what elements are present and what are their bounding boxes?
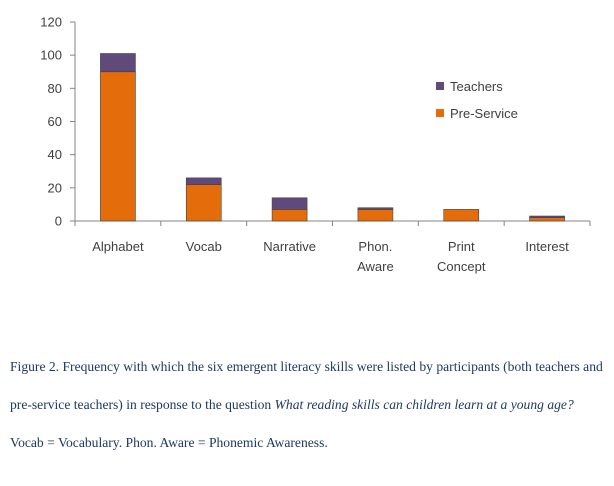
y-tick-label: 0 xyxy=(55,214,62,229)
bar-teachers xyxy=(271,197,308,210)
stacked-bar-chart: 0 20 40 60 80 100 120 Alphabet Vocab Narrative Pho… xyxy=(40,15,591,274)
bar-teachers xyxy=(185,177,222,185)
y-tick-label: 60 xyxy=(48,114,62,129)
bar-pre-service xyxy=(271,209,308,222)
x-category-label: Narrative xyxy=(263,239,316,254)
legend-swatch xyxy=(436,82,444,90)
y-tick-label: 40 xyxy=(48,147,62,162)
x-category-label: Print Concept xyxy=(437,239,486,274)
bar-teachers xyxy=(529,215,565,218)
legend-swatch xyxy=(436,109,444,117)
x-category-label: Alphabet xyxy=(92,239,144,254)
bar-teachers xyxy=(100,53,136,73)
bar-teachers xyxy=(357,207,394,210)
legend-label: Teachers xyxy=(450,79,503,94)
x-category-label: Vocab xyxy=(186,239,222,254)
caption-question: What reading skills can children learn a… xyxy=(274,396,574,412)
y-tick-label: 100 xyxy=(40,48,62,63)
y-tick-label: 120 xyxy=(40,15,62,30)
bar-pre-service xyxy=(100,71,136,222)
figure-caption: Figure 2. Frequency with which the six e… xyxy=(10,348,608,462)
bar-pre-service xyxy=(529,217,565,222)
caption-note: Vocab = Vocabulary. Phon. Aware = Phonem… xyxy=(10,434,328,450)
x-category-label: Phon. Aware xyxy=(357,239,394,274)
y-tick-label: 80 xyxy=(48,81,62,96)
y-tick-label: 20 xyxy=(48,180,62,195)
legend-label: Pre-Service xyxy=(450,106,518,121)
x-category-label: Interest xyxy=(525,239,569,254)
caption-text: Figure 2. Frequency with which the six e… xyxy=(10,358,603,412)
bar-pre-service xyxy=(443,209,480,222)
bar-pre-service xyxy=(357,209,394,222)
bar-pre-service xyxy=(185,184,222,222)
